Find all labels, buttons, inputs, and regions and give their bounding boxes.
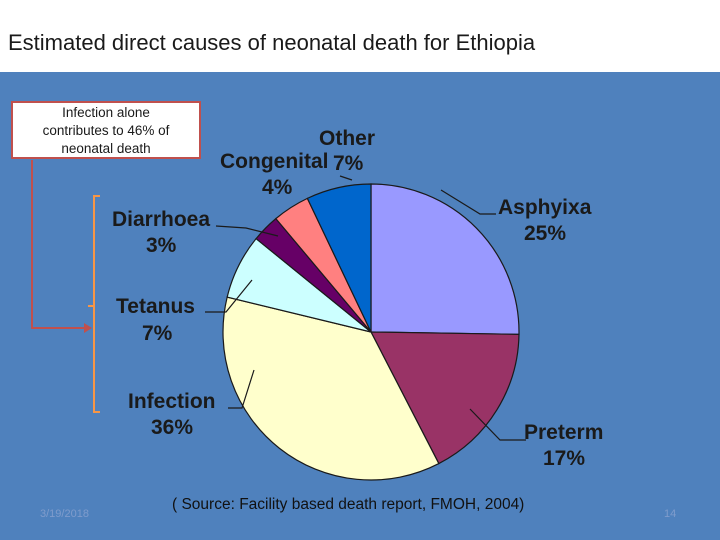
infection-callout-box: Infection alone contributes to 46% of ne… <box>11 101 201 159</box>
label-congenital-pct: 4% <box>262 176 293 199</box>
pie-slice-infection <box>222 296 440 481</box>
label-diarrhoea-pct: 3% <box>146 234 177 257</box>
arrowhead <box>84 323 92 333</box>
label-infection-pct: 36% <box>151 416 193 439</box>
leader-asphyixa <box>440 189 496 215</box>
source-caption: ( Source: Facility based death report, F… <box>172 496 525 513</box>
leader-tetanus <box>205 279 253 313</box>
connector-arrow-line <box>31 160 84 329</box>
label-other-name: Other <box>319 127 375 150</box>
bracket-line <box>88 195 100 413</box>
footer-page-number: 14 <box>664 508 677 520</box>
pie-slice-other <box>306 183 372 333</box>
pie-slice-asphyixa <box>370 183 520 335</box>
callout-line-1: Infection alone <box>62 105 150 120</box>
leader-infection <box>228 369 255 409</box>
label-infection-name: Infection <box>128 390 216 413</box>
label-tetanus-name: Tetanus <box>116 295 195 318</box>
callout-line-3: neonatal death <box>61 141 151 156</box>
title-bar: Estimated direct causes of neonatal deat… <box>0 0 720 72</box>
pie-slice-preterm <box>370 331 520 465</box>
leader-diarrhoea <box>215 225 279 237</box>
leader-other <box>339 175 353 181</box>
label-congenital-name: Congenital <box>220 150 329 173</box>
label-preterm-pct: 17% <box>543 447 585 470</box>
leader-preterm <box>469 408 526 441</box>
slide-title: Estimated direct causes of neonatal deat… <box>8 30 536 55</box>
label-preterm-name: Preterm <box>524 421 603 444</box>
label-tetanus-pct: 7% <box>142 322 173 345</box>
label-asphyixa-name: Asphyixa <box>498 196 592 219</box>
label-other-pct: 7% <box>333 152 364 175</box>
callout-line-2: contributes to 46% of <box>42 123 170 138</box>
footer-date: 3/19/2018 <box>40 508 89 520</box>
label-asphyixa-pct: 25% <box>524 222 566 245</box>
label-diarrhoea-name: Diarrhoea <box>112 208 210 231</box>
